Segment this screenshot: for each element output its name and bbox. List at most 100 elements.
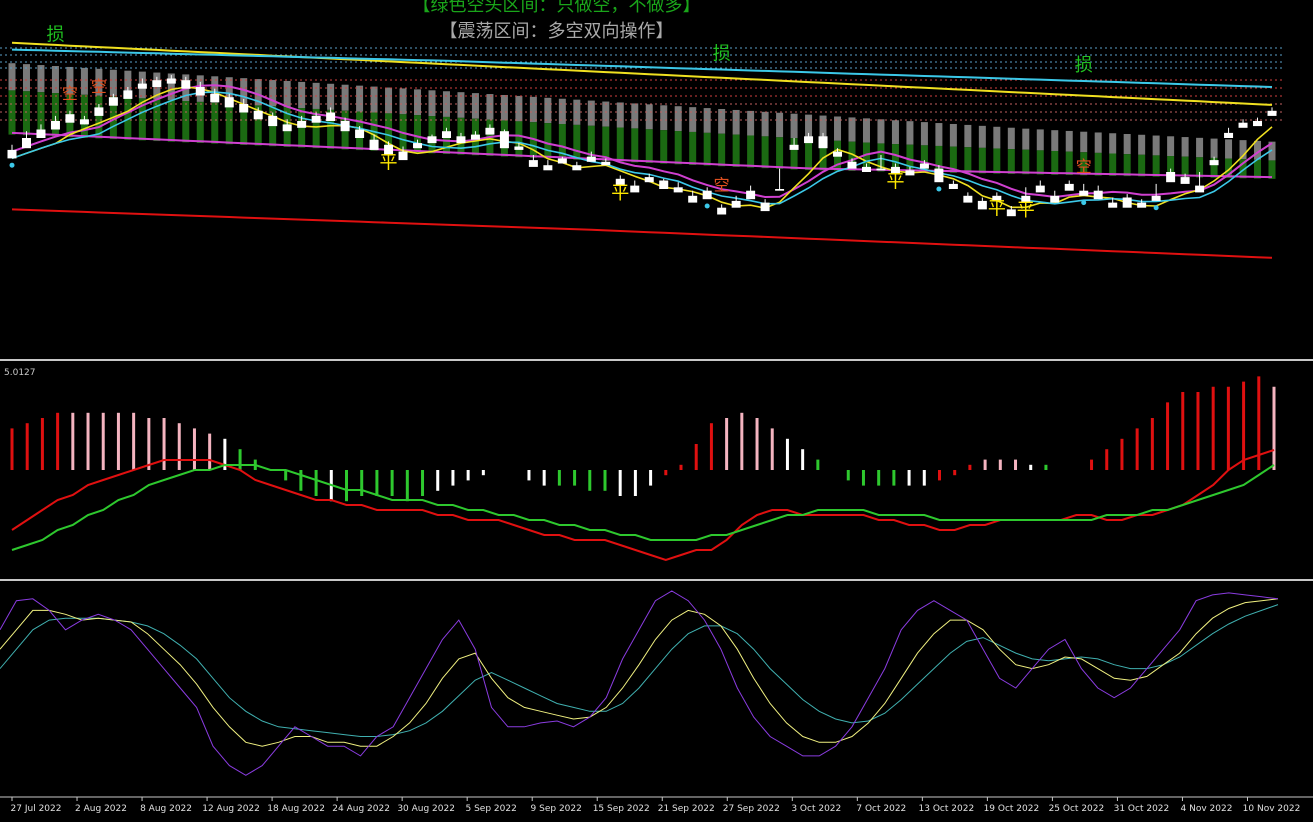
cloud-green-bar — [1239, 159, 1247, 179]
macd-dea-line — [11, 464, 1275, 551]
cloud-gray-bar — [1254, 140, 1262, 160]
x-tick-label: 21 Sep 2022 — [658, 804, 715, 814]
candle-body — [746, 190, 756, 200]
candle-body — [166, 78, 176, 84]
cloud-gray-bar — [1239, 140, 1247, 160]
sun-signal-label: 损 — [1075, 55, 1093, 76]
candle-body — [340, 121, 350, 132]
candle-body — [441, 131, 451, 138]
cloud-green-bar — [1210, 157, 1218, 178]
cloud-green-bar — [240, 104, 248, 145]
cloud-gray-bar — [1109, 133, 1117, 154]
x-tick-label: 15 Sep 2022 — [593, 804, 650, 814]
candle-body — [1267, 110, 1277, 116]
cloud-green-bar — [51, 93, 59, 137]
candle-body — [572, 165, 582, 171]
cloud-gray-bar — [602, 101, 610, 127]
cloud-gray-bar — [689, 107, 697, 132]
cloud-gray-bar — [834, 116, 842, 141]
candle-body — [268, 115, 278, 127]
kong-signal-label: 空 — [91, 77, 107, 96]
long-ma-line — [11, 208, 1273, 259]
x-tick-label: 5 Sep 2022 — [466, 804, 517, 814]
cloud-gray-bar — [1138, 134, 1146, 155]
candle-body — [470, 134, 480, 140]
cloud-gray-bar — [660, 105, 668, 131]
signal-dot — [1081, 200, 1087, 206]
candle-body — [1253, 121, 1263, 127]
candle-body — [94, 107, 104, 116]
cloud-green-bar — [660, 130, 668, 164]
cloud-green-bar — [674, 131, 682, 165]
candle-body — [630, 185, 640, 193]
candle-body — [384, 144, 394, 155]
cloud-gray-bar — [1167, 136, 1175, 157]
cloud-green-bar — [1123, 154, 1131, 177]
x-tick-label: 27 Sep 2022 — [723, 804, 780, 814]
candle-body — [644, 177, 654, 183]
cloud-green-bar — [1254, 159, 1262, 179]
candle-body — [890, 166, 900, 174]
cloud-gray-bar — [22, 64, 30, 92]
signal-dot — [1153, 205, 1159, 211]
candle-body — [7, 149, 17, 159]
cloud-gray-bar — [399, 88, 407, 115]
cloud-green-bar — [211, 102, 219, 144]
candle-body — [847, 161, 857, 169]
cloud-gray-bar — [891, 120, 899, 145]
cloud-gray-bar — [515, 95, 523, 122]
cloud-green-bar — [1225, 158, 1233, 179]
candle-body — [36, 129, 46, 138]
x-tick-label: 13 Oct 2022 — [919, 804, 975, 814]
sun-signal-label: 损 — [46, 25, 64, 46]
candle-body — [1079, 190, 1089, 196]
candle-body — [948, 183, 958, 189]
cloud-gray-bar — [500, 94, 508, 121]
candle-body — [1064, 183, 1074, 191]
candle-body — [861, 166, 871, 172]
candle-body — [1238, 122, 1248, 128]
cloud-gray-bar — [949, 123, 957, 147]
x-tick-label: 3 Oct 2022 — [791, 804, 841, 814]
cloud-gray-bar — [819, 115, 827, 140]
kdj-panel — [0, 590, 1279, 776]
candle-body — [731, 200, 741, 208]
cloud-green-bar — [182, 101, 190, 143]
x-tick-label: 27 Jul 2022 — [11, 804, 62, 814]
cloud-green-bar — [196, 101, 204, 143]
cloud-green-bar — [819, 139, 827, 171]
candle-body — [977, 200, 987, 210]
cloud-gray-bar — [385, 87, 393, 114]
candle-body — [21, 138, 31, 149]
cloud-green-bar — [747, 135, 755, 168]
cloud-gray-bar — [529, 96, 537, 123]
cloud-green-bar — [254, 105, 262, 146]
cloud-gray-bar — [8, 63, 16, 91]
cloud-gray-bar — [718, 109, 726, 134]
cloud-green-bar — [1196, 157, 1204, 178]
cloud-green-bar — [906, 144, 914, 173]
candle-body — [789, 144, 799, 150]
cloud-gray-bar — [1051, 130, 1059, 151]
x-tick-label: 9 Sep 2022 — [531, 804, 582, 814]
candle-body — [427, 136, 437, 144]
candle-body — [282, 124, 292, 132]
candle-body — [919, 163, 929, 169]
cloud-green-bar — [1007, 149, 1015, 174]
candle-body — [398, 151, 408, 161]
candle-body — [413, 143, 423, 149]
cloud-gray-bar — [225, 77, 233, 104]
ma-cyan-line — [11, 91, 1273, 205]
candle-body — [1180, 177, 1190, 184]
candle-body — [297, 121, 307, 128]
candle-body — [181, 80, 191, 89]
ping-signal-label: 平 — [988, 199, 1006, 220]
cloud-green-bar — [993, 148, 1001, 174]
cloud-green-bar — [1094, 152, 1102, 176]
candle-body — [992, 195, 1002, 201]
panel-dividers — [0, 359, 1313, 798]
candle-body — [224, 97, 234, 108]
cloud-gray-bar — [993, 126, 1001, 149]
cloud-gray-bar — [327, 83, 335, 110]
kong-signal-label: 空 — [1076, 157, 1092, 176]
